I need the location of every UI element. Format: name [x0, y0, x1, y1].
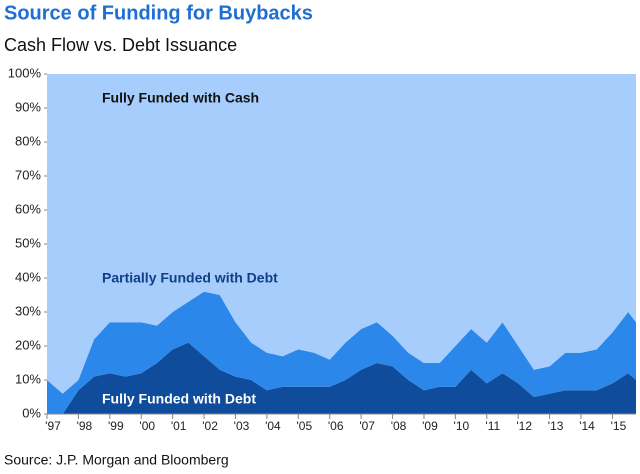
- x-tick-label: '14: [579, 419, 595, 433]
- chart-title: Source of Funding for Buybacks: [4, 2, 313, 24]
- area: [47, 291, 636, 414]
- x-tick-label: '02: [202, 419, 218, 433]
- series-label: Partially Funded with Debt: [102, 270, 278, 286]
- x-tick-label: '08: [391, 419, 407, 433]
- y-tick-label: 30%: [15, 303, 41, 318]
- x-tick-label: '00: [139, 419, 155, 433]
- area: [47, 342, 636, 414]
- y-tick-label: 50%: [15, 235, 41, 250]
- x-tick-label: '15: [611, 419, 627, 433]
- x-tick-label: '10: [454, 419, 470, 433]
- x-tick-label: '04: [265, 419, 281, 433]
- y-tick-label: 20%: [15, 337, 41, 352]
- source-note: Source: J.P. Morgan and Bloomberg: [4, 452, 229, 468]
- x-tick-label: '01: [171, 419, 187, 433]
- x-tick-label: '03: [234, 419, 250, 433]
- series-label: Fully Funded with Debt: [102, 391, 256, 407]
- y-tick-label: 10%: [15, 371, 41, 386]
- y-tick-label: 0%: [22, 405, 41, 420]
- x-tick-label: '12: [516, 419, 532, 433]
- y-tick-label: 90%: [15, 99, 41, 114]
- series-label: Fully Funded with Cash: [102, 90, 259, 106]
- x-tick-label: '06: [328, 419, 344, 433]
- y-tick-label: 60%: [15, 201, 41, 216]
- y-tick-label: 40%: [15, 269, 41, 284]
- x-tick-label: '07: [359, 419, 375, 433]
- x-tick-label: '05: [296, 419, 312, 433]
- y-tick-label: 100%: [8, 65, 42, 80]
- y-tick-label: 80%: [15, 133, 41, 148]
- x-tick-label: '11: [485, 419, 500, 433]
- area: [47, 74, 636, 394]
- x-tick-label: '99: [108, 419, 124, 433]
- chart-subtitle: Cash Flow vs. Debt Issuance: [4, 35, 237, 55]
- x-tick-label: '98: [77, 419, 93, 433]
- y-tick-label: 70%: [15, 167, 41, 182]
- x-tick-label: '97: [45, 419, 61, 433]
- x-tick-label: '09: [422, 419, 438, 433]
- x-tick-label: '13: [548, 419, 564, 433]
